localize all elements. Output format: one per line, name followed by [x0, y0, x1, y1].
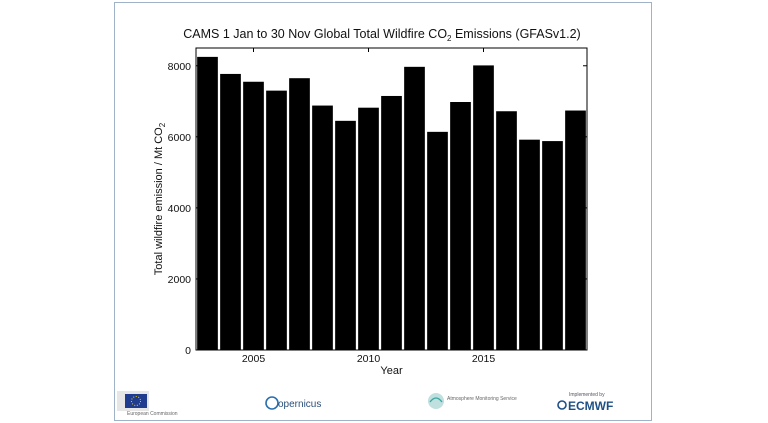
bar-2013 [427, 131, 448, 350]
y-tick-label: 8000 [168, 61, 192, 73]
bar-2014 [450, 102, 471, 351]
bar-2017 [519, 139, 540, 350]
bar-2005 [243, 81, 264, 351]
bar-2009 [335, 120, 356, 350]
eu-logo-text: European Commission [127, 411, 178, 417]
ecmwf-logo-text: ECMWF [568, 399, 613, 413]
bar-2016 [496, 111, 517, 350]
chart-title: CAMS 1 Jan to 30 Nov Global Total Wildfi… [183, 27, 580, 43]
x-tick-label: 2015 [472, 353, 496, 365]
y-axis-ticks: 0 2000 4000 6000 8000 [168, 61, 587, 357]
bar-2015 [473, 65, 494, 350]
bar-2019 [565, 110, 586, 350]
atmosphere-monitoring-service-logo: Atmosphere Monitoring Service [428, 393, 517, 409]
plot-area-border [195, 47, 588, 351]
y-tick-label: 4000 [168, 203, 192, 215]
bar-2003 [197, 56, 218, 350]
bar-2011 [381, 95, 402, 350]
x-axis-ticks: 2005 2010 2015 [242, 48, 496, 365]
y-axis-label: Total wildfire emission / Mt CO2 [153, 122, 167, 275]
x-tick-label: 2010 [357, 353, 381, 365]
y-tick-label: 6000 [168, 132, 192, 144]
bar-2018 [542, 141, 563, 350]
bar-2004 [220, 73, 241, 351]
eu-flag-logo: European Commission [117, 391, 178, 417]
bars-group [197, 56, 586, 351]
ecmwf-prefix-text: Implemented by [569, 392, 605, 398]
copernicus-logo: opernicus [265, 396, 321, 410]
ecmwf-logo: Implemented by ECMWF [557, 392, 613, 413]
x-tick-label: 2005 [242, 353, 266, 365]
copernicus-logo-text: opernicus [278, 399, 321, 410]
bar-2007 [289, 78, 310, 350]
x-axis-label: Year [380, 365, 403, 377]
bar-2012 [404, 66, 425, 350]
y-tick-label: 2000 [168, 274, 192, 286]
cams-logo-text: Atmosphere Monitoring Service [447, 396, 517, 402]
y-tick-label: 0 [185, 345, 191, 357]
bar-2006 [266, 90, 287, 351]
bar-2008 [312, 105, 333, 350]
bar-2010 [358, 107, 379, 350]
